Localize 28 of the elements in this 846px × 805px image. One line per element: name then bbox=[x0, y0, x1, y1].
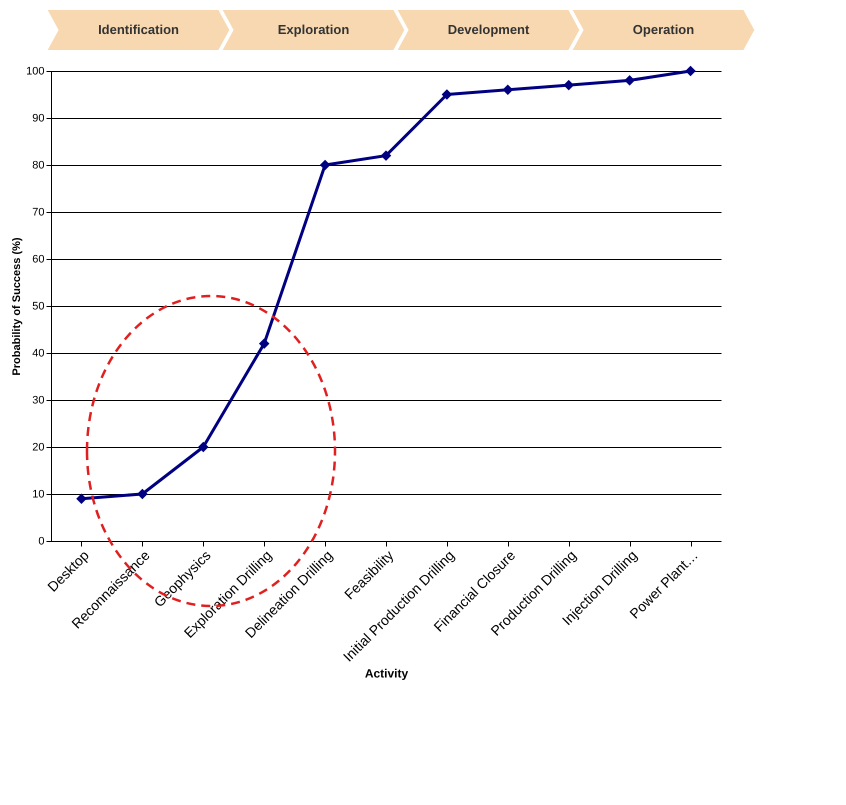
point bbox=[320, 160, 330, 170]
y-tick-label: 30 bbox=[32, 394, 44, 406]
point bbox=[137, 488, 148, 500]
x-axis-title: Activity bbox=[364, 666, 408, 681]
point bbox=[198, 442, 209, 452]
y-tick-label: 80 bbox=[32, 160, 44, 172]
y-tick-label: 90 bbox=[32, 112, 44, 124]
y-tick-label: 10 bbox=[32, 488, 44, 500]
y-tick-label: 50 bbox=[32, 300, 44, 312]
y-axis-title: Probability of Success (%) bbox=[11, 237, 24, 376]
y-tick-label: 20 bbox=[32, 442, 44, 454]
y-tick-label: 70 bbox=[32, 206, 44, 218]
y-tick-label: 100 bbox=[26, 66, 44, 78]
point bbox=[380, 150, 392, 161]
text: Development bbox=[448, 22, 530, 37]
point bbox=[502, 84, 514, 96]
y-tick-label: 40 bbox=[32, 348, 44, 360]
text: Operation bbox=[632, 22, 694, 37]
point bbox=[685, 66, 696, 76]
y-tick-label: 0 bbox=[38, 536, 44, 548]
text: Identification bbox=[98, 22, 179, 37]
point bbox=[76, 493, 87, 504]
point bbox=[624, 75, 635, 86]
text: Exploration bbox=[278, 22, 350, 37]
point bbox=[442, 89, 452, 100]
point bbox=[563, 80, 574, 90]
point bbox=[258, 338, 270, 349]
y-tick-label: 60 bbox=[32, 254, 44, 266]
